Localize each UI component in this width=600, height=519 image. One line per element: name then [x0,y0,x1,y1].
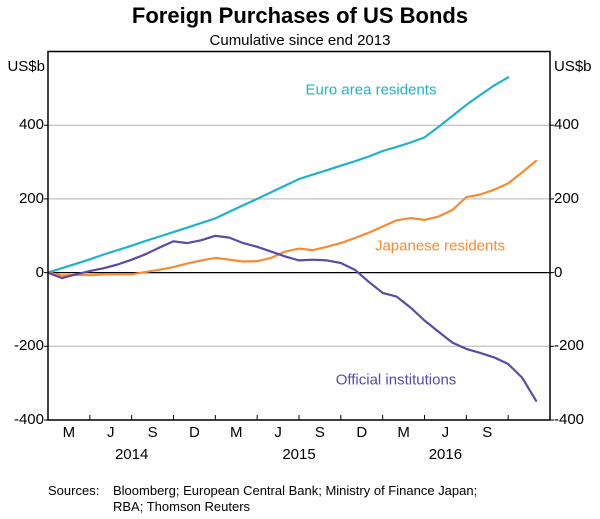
sources-label: Sources: [48,483,100,498]
x-year-label-2014: 2014 [114,446,149,463]
plot-frame [47,50,551,421]
y-tick-label-left: -400 [13,411,44,428]
y-tick-label-right: 200 [554,189,580,207]
x-year-label-2015: 2015 [282,446,316,463]
sources-text: Bloomberg; European Central Bank; Minist… [113,483,477,515]
x-tick-label-4: M [230,424,243,441]
chart-title: Foreign Purchases of US Bonds [131,3,469,28]
series-label-japanese-residents: Japanese residents [374,237,506,255]
sources-line-1: Bloomberg; European Central Bank; Minist… [113,483,478,498]
x-tick-label-6: S [314,424,325,441]
y-tick-label-right: 0 [554,263,563,281]
x-tick-label-9: J [441,424,450,441]
x-tick-label-2: S [147,424,158,441]
x-year-label-2016: 2016 [428,446,463,463]
y-tick-label-left: 400 [18,116,44,134]
x-tick-label-8: M [397,424,410,441]
series-line-euro-area-residents [46,76,510,274]
x-tick-label-5: J [274,424,282,441]
series-line-japanese-residents [46,159,538,277]
y-tick-label-right: 400 [554,116,580,134]
sources-line-2: RBA; Thomson Reuters [113,499,251,514]
x-tick-label-1: J [107,424,115,441]
y-tick-label-right: -200 [554,337,585,355]
chart-subtitle: Cumulative since end 2013 [209,32,391,49]
y-tick-label-right: -400 [554,411,585,428]
y-tick-label-left: -200 [13,337,44,355]
x-tick-label-0: M [62,424,76,441]
y-axis-unit-right: US$b [554,58,592,75]
y-axis-unit-left: US$b [7,58,45,75]
x-tick-label-10: S [482,424,493,441]
series-label-euro-area-residents: Euro area residents [305,81,437,99]
series-label-official-institutions: Official institutions [335,371,457,389]
x-tick-label-7: D [356,424,368,441]
x-tick-label-3: D [188,424,200,441]
y-tick-label-left: 0 [35,263,44,281]
y-tick-label-left: 200 [18,189,44,207]
sources-note: Sources: Bloomberg; European Central Ban… [48,483,477,515]
series-line-official-institutions [46,234,538,402]
